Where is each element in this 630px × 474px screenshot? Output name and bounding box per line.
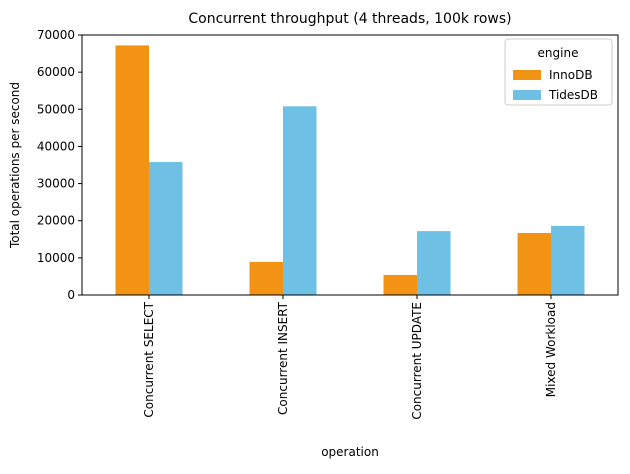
legend-title: engine — [538, 46, 579, 60]
bar — [383, 274, 417, 295]
y-tick-label: 0 — [67, 288, 75, 302]
legend-swatch — [513, 90, 541, 100]
x-tick-label: Concurrent UPDATE — [410, 302, 424, 420]
y-tick-label: 20000 — [37, 214, 75, 228]
y-tick-label: 10000 — [37, 251, 75, 265]
legend-label: InnoDB — [549, 68, 593, 82]
bar — [517, 232, 551, 295]
bar — [149, 162, 183, 295]
bar — [551, 225, 585, 295]
bar — [115, 45, 149, 296]
y-tick-label: 40000 — [37, 139, 75, 153]
x-tick-label: Concurrent INSERT — [276, 301, 290, 415]
y-tick-label: 70000 — [37, 28, 75, 42]
y-axis-label: Total operations per second — [8, 82, 22, 249]
bar — [283, 106, 317, 295]
legend-swatch — [513, 70, 541, 80]
y-tick-label: 30000 — [37, 177, 75, 191]
x-tick-label: Mixed Workload — [544, 302, 558, 397]
chart-title: Concurrent throughput (4 threads, 100k r… — [188, 11, 511, 27]
bar — [417, 231, 451, 295]
legend-box — [504, 38, 613, 106]
x-axis-label: operation — [321, 445, 379, 459]
bar — [249, 261, 283, 295]
y-tick-label: 60000 — [37, 65, 75, 79]
plot-frame — [81, 34, 619, 296]
x-tick-label: Concurrent SELECT — [142, 301, 156, 417]
legend-label: TidesDB — [548, 88, 598, 102]
y-tick-label: 50000 — [37, 102, 75, 116]
